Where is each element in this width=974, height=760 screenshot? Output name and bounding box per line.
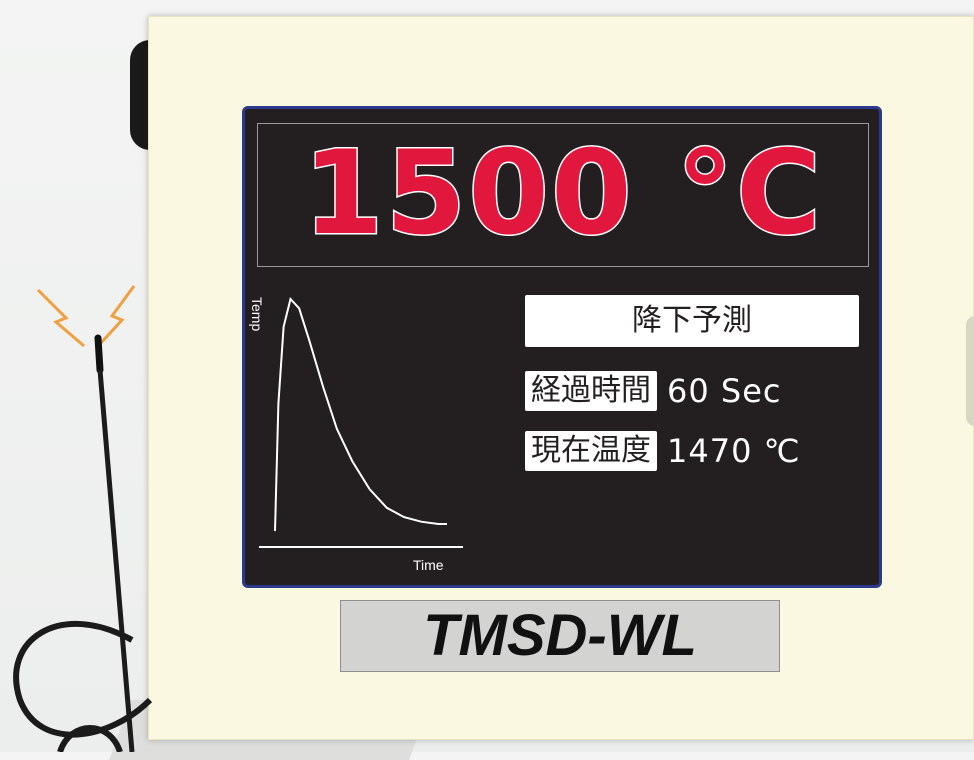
x-axis-label: Time xyxy=(413,557,444,573)
elapsed-time-row: 経過時間 60 Sec xyxy=(525,369,781,413)
cooling-curve-svg xyxy=(259,296,463,548)
temperature-frame: 1500 °C xyxy=(257,123,869,267)
elapsed-time-value: 60 Sec xyxy=(667,372,782,410)
antenna-rod xyxy=(97,369,135,752)
signal-icon xyxy=(36,285,136,348)
y-axis-label: Temp xyxy=(249,297,265,332)
lcd-screen: 1500 °C Temp Time 降下予測 経過時間 60 Sec 現在温度 … xyxy=(242,106,882,588)
model-nameplate: TMSD-WL xyxy=(340,600,780,672)
side-knob xyxy=(966,316,974,426)
prediction-title: 降下予測 xyxy=(525,295,859,347)
current-temp-row: 現在温度 1470 ℃ xyxy=(525,429,801,473)
current-temp-label: 現在温度 xyxy=(525,431,657,471)
antenna-tip xyxy=(94,334,104,374)
current-temp-value: 1470 ℃ xyxy=(667,432,801,470)
temperature-readout: 1500 °C xyxy=(301,126,824,261)
cooling-curve-chart xyxy=(251,279,471,579)
elapsed-time-label: 経過時間 xyxy=(525,371,657,411)
antenna-cable-loop xyxy=(57,725,123,752)
temperature-curve xyxy=(274,296,447,532)
